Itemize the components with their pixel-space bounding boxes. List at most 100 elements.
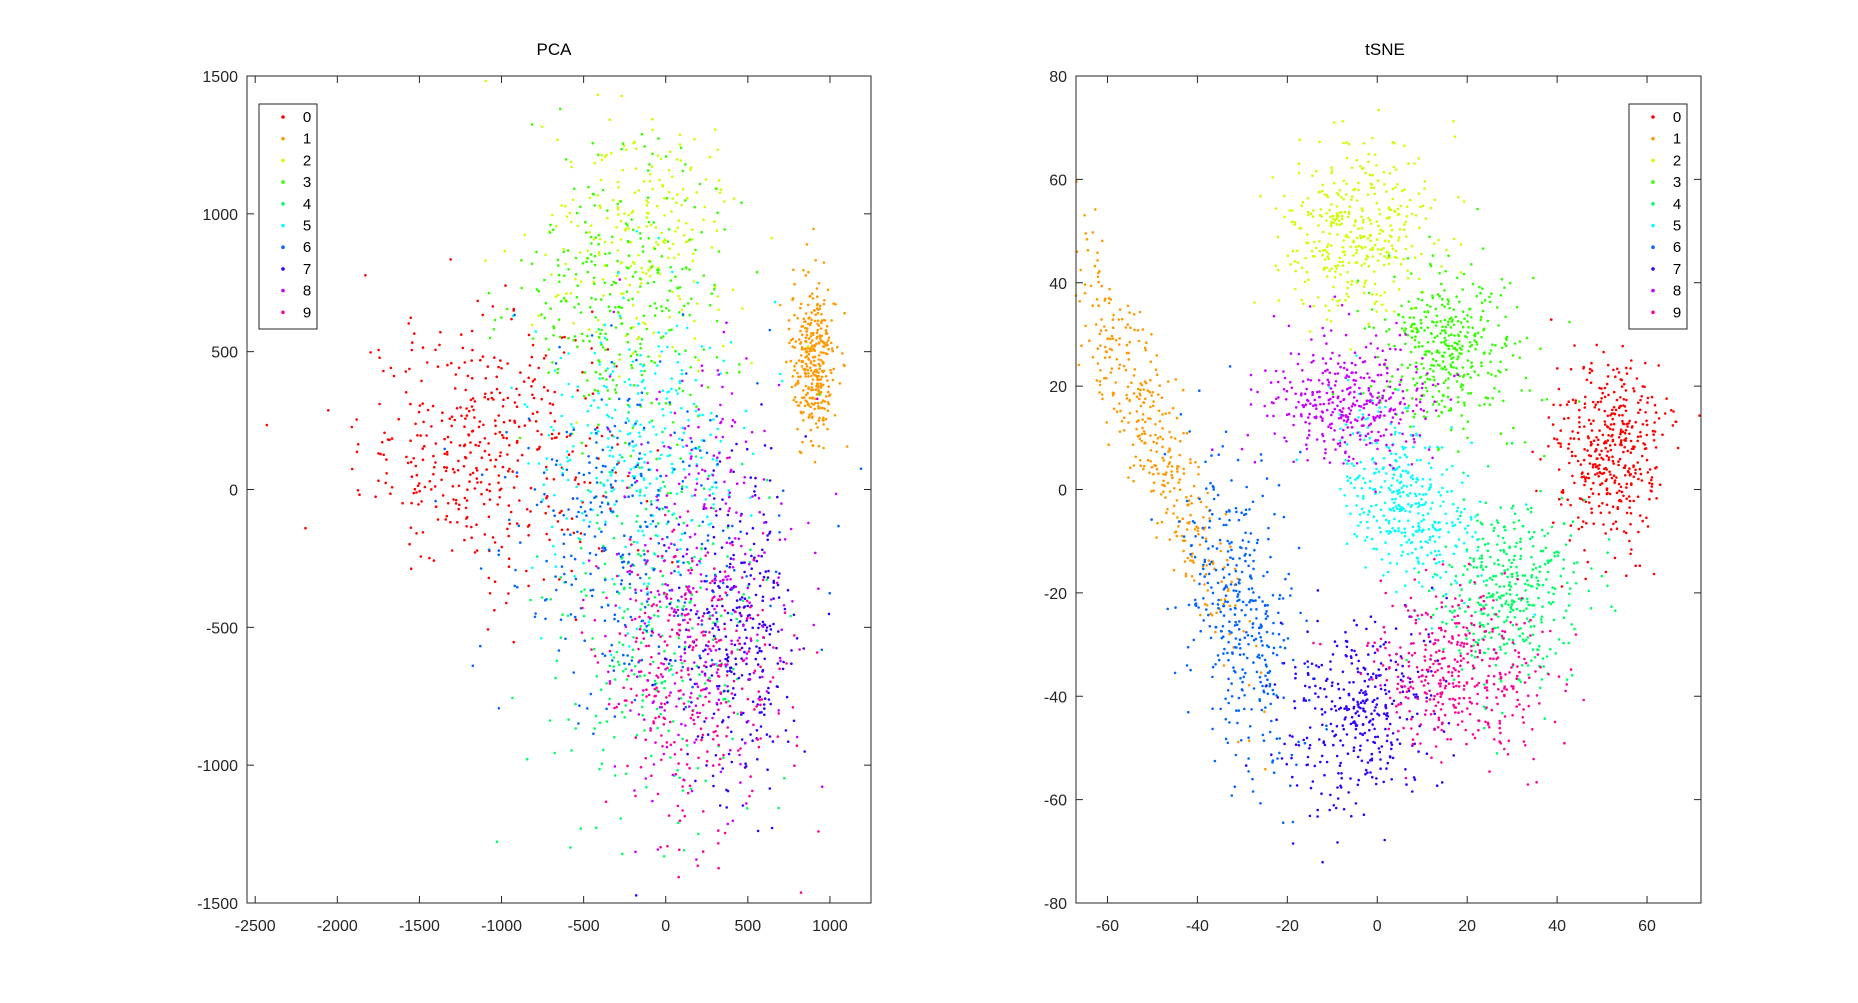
pca-point-class-0 (415, 491, 418, 494)
tsne-point-class-2 (1325, 245, 1329, 249)
pca-point-class-7 (731, 608, 735, 612)
tsne-point-class-4 (1547, 591, 1550, 594)
tsne-point-class-0 (1599, 471, 1602, 475)
pca-point-class-2 (554, 224, 558, 228)
pca-point-class-8 (693, 661, 696, 664)
tsne-point-class-0 (1571, 474, 1574, 478)
tsne-point-class-1 (1098, 332, 1101, 336)
pca-point-class-9 (673, 753, 677, 756)
pca-point-class-4 (643, 628, 646, 631)
tsne-point-class-2 (1324, 304, 1327, 308)
pca-point-class-6 (595, 481, 599, 484)
pca-point-class-2 (570, 220, 573, 224)
pca-point-class-4 (681, 679, 684, 683)
pca-point-class-9 (627, 674, 630, 678)
tsne-point-class-0 (1622, 450, 1625, 454)
tsne-point-class-0 (1609, 423, 1613, 426)
tsne-point-class-3 (1444, 342, 1447, 346)
tsne-point-class-3 (1438, 294, 1441, 298)
tsne-point-class-0 (1559, 403, 1562, 407)
tsne-point-class-0 (1608, 427, 1612, 431)
pca-point-class-5 (671, 466, 674, 470)
tsne-point-class-2 (1328, 232, 1331, 235)
pca-point-class-1 (800, 347, 804, 351)
pca-point-class-1 (795, 400, 798, 404)
pca-point-class-2 (622, 144, 626, 148)
tsne-point-class-0 (1557, 468, 1561, 471)
pca-point-class-2 (656, 243, 660, 246)
pca-point-class-9 (645, 695, 648, 698)
pca-point-class-3 (567, 336, 570, 340)
tsne-point-class-0 (1634, 471, 1637, 475)
tsne-point-class-2 (1303, 280, 1307, 284)
tsne-point-class-0 (1611, 459, 1615, 463)
tsne-point-class-3 (1451, 356, 1455, 359)
pca-point-class-4 (659, 605, 662, 609)
pca-point-class-8 (693, 604, 697, 607)
tsne-point-class-3 (1439, 320, 1442, 323)
tsne-point-class-3 (1481, 247, 1485, 250)
tsne-point-class-3 (1500, 346, 1504, 350)
tsne-point-class-1 (1154, 368, 1158, 372)
tsne-point-class-1 (1223, 598, 1227, 601)
pca-point-class-5 (682, 431, 686, 435)
pca-point-class-1 (815, 342, 818, 346)
pca-point-class-2 (648, 180, 652, 183)
pca-point-class-9 (681, 809, 684, 812)
pca-point-class-9 (718, 763, 721, 766)
pca-point-class-7 (712, 535, 716, 539)
pca-point-class-4 (638, 674, 642, 678)
pca-point-class-6 (683, 601, 687, 604)
tsne-point-class-0 (1628, 499, 1632, 503)
pca-point-class-7 (727, 655, 730, 659)
pca-point-class-2 (562, 247, 565, 251)
tsne-point-class-0 (1640, 454, 1644, 458)
pca-point-class-8 (701, 369, 704, 372)
pca-point-class-0 (497, 481, 500, 485)
tsne-point-class-1 (1128, 311, 1131, 314)
tsne-point-class-2 (1359, 236, 1363, 240)
pca-point-class-6 (690, 440, 694, 444)
tsne-point-class-3 (1388, 328, 1391, 331)
pca-point-class-0 (390, 437, 394, 440)
tsne-point-class-2 (1341, 250, 1345, 254)
tsne-point-class-3 (1508, 281, 1512, 285)
tsne-point-class-3 (1499, 360, 1502, 364)
tsne-point-class-2 (1354, 245, 1358, 249)
pca-point-class-3 (653, 247, 657, 251)
pca-point-class-0 (502, 436, 505, 440)
pca-point-class-9 (656, 609, 660, 613)
pca-point-class-4 (596, 521, 599, 525)
pca-point-class-4 (652, 614, 656, 617)
tsne-point-class-3 (1444, 331, 1447, 335)
pca-point-class-7 (715, 514, 718, 517)
pca-point-class-8 (656, 589, 660, 593)
pca-point-class-0 (369, 351, 372, 354)
pca-point-class-5 (659, 486, 662, 490)
pca-point-class-6 (679, 573, 682, 577)
pca-point-class-0 (469, 451, 472, 454)
pca-point-class-9 (644, 562, 648, 565)
pca-point-class-1 (810, 369, 813, 372)
tsne-point-class-4 (1540, 621, 1543, 624)
pca-point-class-5 (700, 345, 704, 348)
pca-point-class-0 (411, 341, 414, 344)
pca-point-class-2 (672, 256, 676, 260)
tsne-point-class-0 (1636, 461, 1639, 464)
pca-point-class-6 (745, 575, 748, 578)
tsne-point-class-3 (1447, 254, 1450, 257)
pca-point-class-7 (669, 659, 672, 662)
tsne-point-class-4 (1539, 489, 1542, 493)
pca-point-class-6 (558, 345, 561, 349)
tsne-point-class-2 (1361, 247, 1364, 250)
pca-point-class-7 (782, 660, 785, 664)
tsne-point-class-0 (1627, 422, 1630, 425)
pca-point-class-1 (817, 341, 821, 344)
tsne-point-class-3 (1500, 277, 1504, 281)
tsne-point-class-4 (1518, 634, 1522, 638)
tsne-point-class-1 (1169, 456, 1173, 459)
pca-point-class-4 (653, 679, 657, 683)
pca-point-class-9 (657, 715, 661, 718)
tsne-point-class-3 (1484, 396, 1488, 399)
pca-point-class-9 (596, 661, 600, 664)
